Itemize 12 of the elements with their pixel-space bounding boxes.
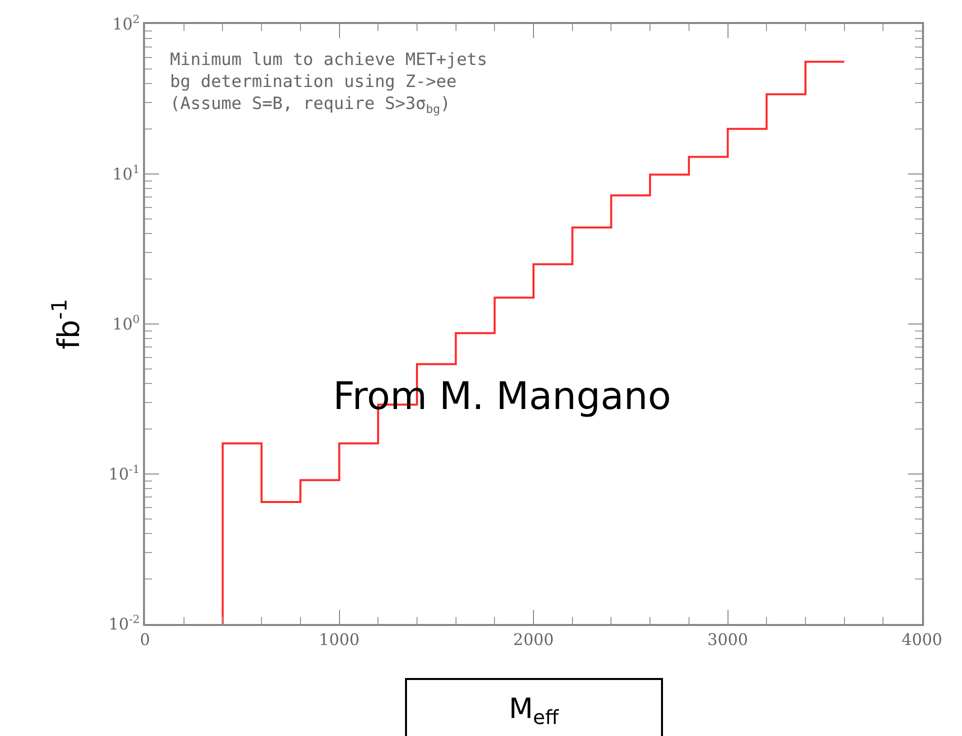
x-tick-label: 1000	[318, 630, 360, 650]
x-tick-label: 2000	[513, 630, 554, 650]
x-axis-title: M$_{eff}$	[508, 692, 560, 729]
y-tick-label: 10$^{-1}$	[108, 462, 140, 484]
y-tick-label: 10$^{-2}$	[108, 612, 140, 634]
y-tick-label: 10$^{1}$	[112, 162, 140, 184]
y-tick-label: 10$^{0}$	[112, 312, 140, 334]
y-tick-label: 10$^{2}$	[112, 12, 140, 34]
x-tick-label: 0	[140, 630, 150, 650]
x-tick-label: 3000	[707, 630, 748, 650]
x-tick-label: 4000	[902, 630, 942, 650]
annotation: Minimum lum to achieve MET+jets bg determination using Z->ee (Assume S=B, require S>3σ$_{bg}$)	[170, 50, 488, 116]
